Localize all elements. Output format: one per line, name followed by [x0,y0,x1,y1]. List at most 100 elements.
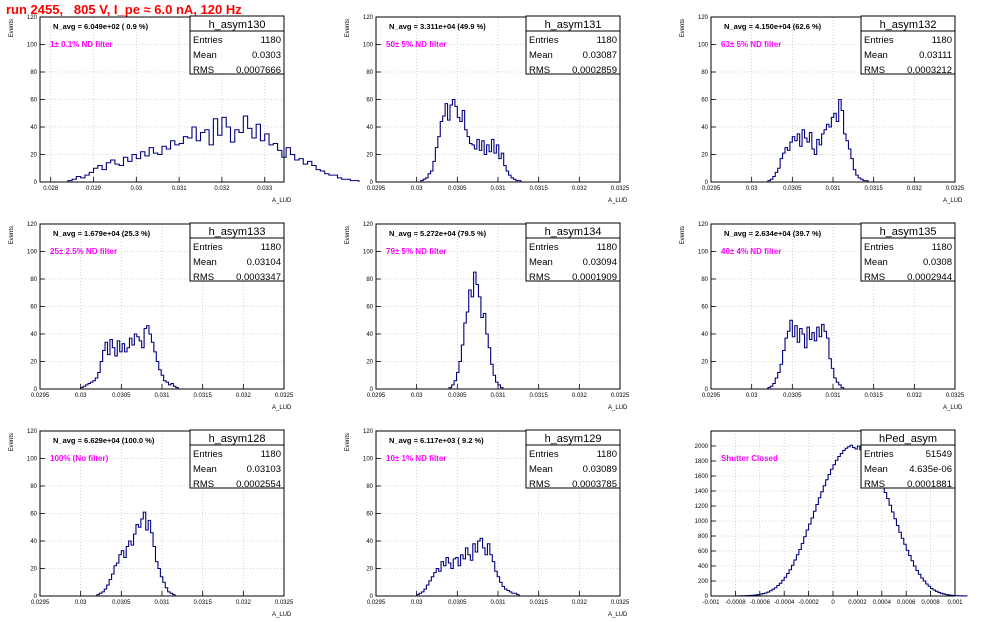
stats-label: Entries [529,242,559,253]
y-tick-label: 20 [701,153,708,159]
stats-box [860,222,956,282]
stats-value: 0.0308 [923,257,952,268]
stats-value: 1180 [597,449,617,460]
y-tick-label: 0 [705,180,709,186]
stats-label: Mean [864,464,888,475]
y-tick-label: 80 [366,70,373,76]
stats-label: Entries [864,242,894,253]
run-title: run 2455, 805 V, I_pe ≈ 6.0 nA, 120 Hz [6,2,242,17]
x-axis-label: A_LUD [943,405,963,411]
histogram-title: h_asym135 [880,226,937,238]
histogram-line [767,319,845,389]
stats-value: 0.0001881 [907,479,952,490]
x-tick-label: 0.0305 [783,393,802,399]
stats-value: 0.03087 [583,50,617,61]
x-tick-label: 0.031 [154,600,170,606]
panel-h_asym134: 0.0295 0.03 0.0305 0.031 0.0315 0.032 0.0325 0 2… [345,222,630,411]
y-tick-label: 60 [701,98,708,104]
x-tick-label: 0.032 [907,393,923,399]
y-tick-label: 120 [363,222,374,228]
x-tick-label: 0.0325 [946,393,965,399]
y-axis-label: Events [9,19,15,37]
x-axis-label: A_LUD [272,198,292,204]
n-avg-label: N_avg = 1.679e+04 (25.3 %) [53,229,151,238]
stats-value: 0.0001909 [572,272,617,283]
y-tick-label: 120 [698,222,709,228]
x-tick-label: 0.0006 [897,600,916,606]
x-tick-label: 0.032 [907,186,923,192]
stats-value: 0.03094 [583,257,617,268]
stats-label: RMS [529,65,550,76]
y-tick-label: 60 [366,512,373,518]
stats-label: RMS [529,479,550,490]
x-tick-label: 0.03 [75,393,87,399]
stats-label: Mean [529,257,553,268]
x-tick-label: 0.0315 [864,393,883,399]
filter-label: 25± 2.5% ND filter [50,247,117,256]
y-tick-label: 60 [30,305,37,311]
y-axis-label: Events [9,226,15,244]
stats-value: 1180 [261,35,281,46]
stats-label: RMS [529,272,550,283]
stats-value: 0.03111 [919,50,952,61]
stats-label: Mean [864,50,888,61]
y-tick-label: 20 [366,360,373,366]
x-tick-label: 0.028 [43,186,59,192]
y-tick-label: 40 [30,125,37,131]
x-tick-label: 0.0315 [529,393,548,399]
x-tick-label: -0.0002 [798,600,819,606]
histogram-line [80,325,179,389]
panel-h_asym133: 0.0295 0.03 0.0305 0.031 0.0315 0.032 0.0325 0 2… [9,222,294,411]
y-tick-label: 120 [27,429,38,435]
x-tick-label: 0.032 [236,393,252,399]
stats-value: 0.0002944 [907,272,952,283]
y-axis-label: Events [345,433,351,451]
stats-value: 0.03104 [247,257,281,268]
x-tick-label: -0.0006 [750,600,771,606]
stats-label: Mean [529,50,553,61]
filter-label: 63± 5% ND filter [721,40,781,49]
y-tick-label: 40 [701,125,708,131]
x-tick-label: 0.031 [172,186,188,192]
x-tick-label: 0.032 [572,393,588,399]
n-avg-label: N_avg = 2.634e+04 (39.7 %) [724,229,822,238]
x-tick-label: 0.0305 [448,600,467,606]
x-tick-label: 0.0295 [702,393,721,399]
x-tick-label: 0.031 [154,393,170,399]
y-axis-label: Events [345,226,351,244]
x-axis-label: A_LUD [608,198,628,204]
y-tick-label: 0 [370,180,374,186]
stats-label: RMS [864,479,885,490]
y-tick-label: 20 [701,360,708,366]
stats-box [525,429,621,489]
y-tick-label: 1000 [695,519,709,525]
stats-box [525,222,621,282]
x-tick-label: 0.0315 [193,393,212,399]
stats-value: 1180 [932,35,952,46]
stats-box [189,429,285,489]
y-tick-label: 1400 [695,489,709,495]
y-tick-label: 20 [30,360,37,366]
y-tick-label: 20 [30,567,37,573]
stats-box [860,429,956,489]
stats-label: RMS [864,65,885,76]
stats-label: Mean [193,464,217,475]
stats-label: Entries [864,449,894,460]
x-tick-label: 0.032 [572,186,588,192]
histogram-title: hPed_asym [879,433,937,445]
x-tick-label: 0.0305 [783,186,802,192]
stats-box [525,15,621,75]
x-tick-label: 0.03 [75,600,87,606]
histogram-title: h_asym128 [209,433,266,445]
y-tick-label: 20 [30,153,37,159]
panel-h_asym131: 0.0295 0.03 0.0305 0.031 0.0315 0.032 0.0325 0 2… [345,15,630,204]
stats-label: RMS [193,272,214,283]
histogram-title: h_asym130 [209,19,266,31]
y-tick-label: 80 [30,277,37,283]
y-tick-label: 1800 [695,459,709,465]
stats-label: Entries [193,449,223,460]
histogram-line [96,511,176,596]
y-tick-label: 40 [30,332,37,338]
y-tick-label: 200 [698,579,709,585]
x-tick-label: 0.0315 [529,186,548,192]
